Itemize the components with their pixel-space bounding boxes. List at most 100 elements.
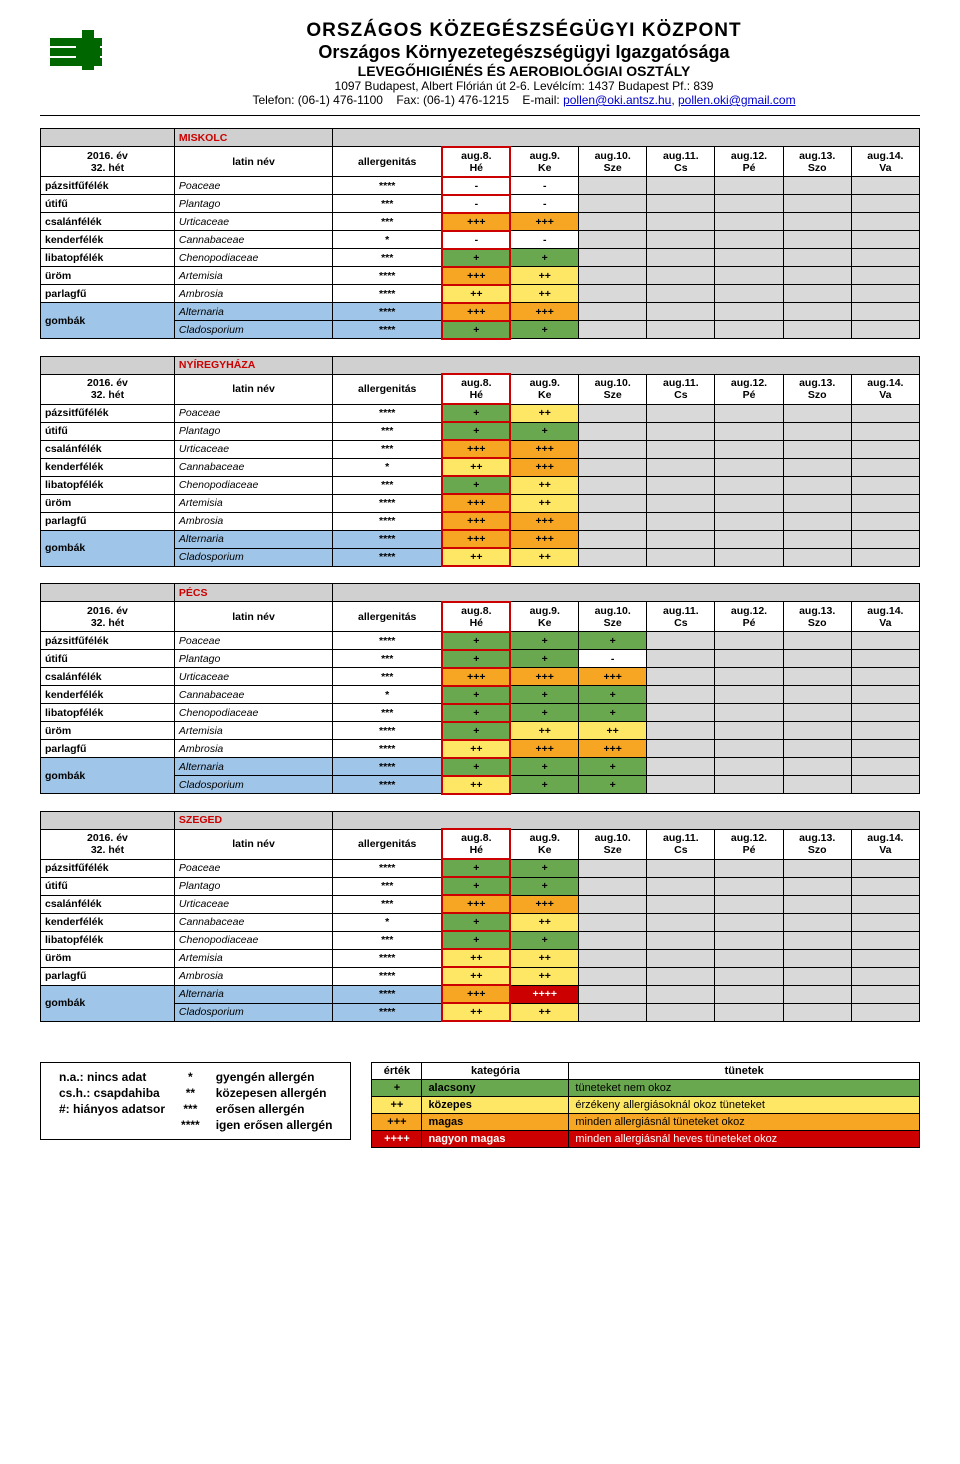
common-name: útifű	[41, 195, 175, 213]
allergen-row: kenderfélékCannabaceae*+++	[41, 686, 920, 704]
col-latin-header: latin név	[174, 829, 332, 859]
legend-text: közepesen allergén	[208, 1085, 341, 1101]
value-cell	[851, 776, 919, 794]
latin-name: Cladosporium	[174, 548, 332, 566]
value-cell	[715, 632, 783, 650]
allergen-row: útifűPlantago***--	[41, 195, 920, 213]
allergen-row: parlagfűAmbrosia****++++	[41, 285, 920, 303]
value-cell	[783, 494, 851, 512]
value-cell: +++	[510, 440, 578, 458]
value-cell	[579, 967, 647, 985]
value-cell	[579, 422, 647, 440]
value-cell	[851, 285, 919, 303]
value-cell: +++	[442, 440, 510, 458]
value-cell	[579, 548, 647, 566]
value-cell	[851, 548, 919, 566]
value-cell	[579, 985, 647, 1003]
day-header: aug.13.Szo	[783, 374, 851, 404]
allergenicity: ****	[333, 776, 443, 794]
station-table: MISKOLC 2016. év32. hétlatin névallergen…	[40, 128, 920, 340]
legend-desc: érzékeny allergiásoknál okoz tüneteket	[569, 1097, 920, 1114]
value-cell	[579, 303, 647, 321]
value-cell	[783, 213, 851, 231]
legend-desc: minden allergiásnál tüneteket okoz	[569, 1114, 920, 1131]
value-cell	[647, 512, 715, 530]
value-cell	[647, 303, 715, 321]
col-allerg-header: allergenitás	[333, 147, 443, 177]
value-cell	[715, 967, 783, 985]
allergenicity: ****	[333, 548, 443, 566]
common-name: gombák	[41, 530, 175, 566]
value-cell	[647, 931, 715, 949]
legend-desc: tüneteket nem okoz	[569, 1080, 920, 1097]
legend-stars: **	[173, 1085, 208, 1101]
value-cell	[647, 895, 715, 913]
value-cell: ++	[510, 267, 578, 285]
allergenicity: ****	[333, 267, 443, 285]
fax: Fax: (06-1) 476-1215	[396, 93, 509, 107]
value-cell: -	[510, 231, 578, 249]
allergenicity: ***	[333, 895, 443, 913]
value-cell	[783, 668, 851, 686]
value-cell	[647, 985, 715, 1003]
allergenicity: ****	[333, 303, 443, 321]
latin-name: Artemisia	[174, 949, 332, 967]
latin-name: Cladosporium	[174, 321, 332, 339]
value-cell	[851, 476, 919, 494]
value-cell	[647, 686, 715, 704]
value-cell: +	[442, 249, 510, 267]
value-cell	[715, 758, 783, 776]
value-cell	[715, 650, 783, 668]
latin-name: Alternaria	[174, 530, 332, 548]
value-cell: +++	[510, 458, 578, 476]
day-header: aug.9.Ke	[510, 147, 578, 177]
value-cell: +++	[510, 530, 578, 548]
value-cell: +++	[510, 303, 578, 321]
legend-abbreviations: n.a.: nincs adat*gyengén allergéncs.h.: …	[40, 1062, 351, 1140]
value-cell: ++	[510, 967, 578, 985]
day-header: aug.13.Szo	[783, 829, 851, 859]
value-cell	[715, 530, 783, 548]
common-name: csalánfélék	[41, 440, 175, 458]
col-latin-header: latin név	[174, 147, 332, 177]
value-cell	[647, 758, 715, 776]
value-cell	[783, 758, 851, 776]
day-header: aug.11.Cs	[647, 147, 715, 177]
value-cell	[579, 913, 647, 931]
common-name: parlagfű	[41, 967, 175, 985]
value-cell	[851, 195, 919, 213]
value-cell: -	[510, 195, 578, 213]
legend-col-header: érték	[372, 1063, 422, 1080]
value-cell	[783, 422, 851, 440]
latin-name: Chenopodiaceae	[174, 476, 332, 494]
allergenicity: ***	[333, 476, 443, 494]
allergenicity: ***	[333, 704, 443, 722]
email-link-1[interactable]: pollen@oki.antsz.hu	[563, 93, 671, 107]
legend-abbr: #: hiányos adatsor	[51, 1101, 173, 1117]
value-cell	[647, 632, 715, 650]
common-name: útifű	[41, 877, 175, 895]
value-cell	[715, 859, 783, 877]
value-cell	[647, 404, 715, 422]
allergenicity: ****	[333, 949, 443, 967]
value-cell	[783, 512, 851, 530]
value-cell: +++	[442, 267, 510, 285]
latin-name: Ambrosia	[174, 967, 332, 985]
common-name: pázsitfűfélék	[41, 632, 175, 650]
day-header: aug.14.Va	[851, 374, 919, 404]
value-cell	[715, 321, 783, 339]
value-cell: ++	[510, 285, 578, 303]
email-label: E-mail:	[522, 93, 559, 107]
latin-name: Poaceae	[174, 632, 332, 650]
day-header: aug.11.Cs	[647, 829, 715, 859]
common-name: üröm	[41, 949, 175, 967]
value-cell	[851, 740, 919, 758]
allergenicity: ***	[333, 877, 443, 895]
value-cell: ++	[510, 722, 578, 740]
latin-name: Artemisia	[174, 722, 332, 740]
value-cell	[783, 776, 851, 794]
email-link-2[interactable]: pollen.oki@gmail.com	[678, 93, 796, 107]
org-title-3: LEVEGŐHIGIÉNÉS ÉS AEROBIOLÓGIAI OSZTÁLY	[128, 63, 920, 79]
value-cell: +	[510, 776, 578, 794]
allergenicity: ****	[333, 177, 443, 195]
